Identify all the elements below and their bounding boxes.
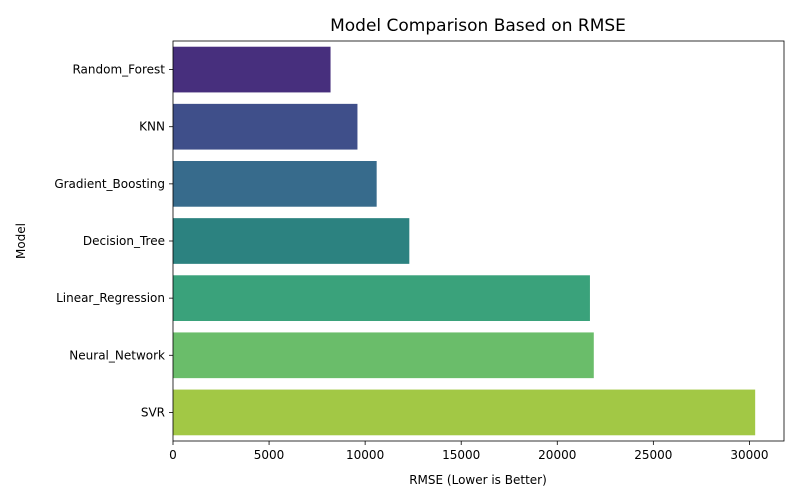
bar-gradient-boosting — [173, 161, 377, 207]
y-tick-label: Decision_Tree — [83, 234, 165, 248]
bar-knn — [173, 103, 358, 150]
y-axis-label: Model — [14, 223, 28, 259]
bars-group — [173, 46, 756, 436]
y-tick-label: Neural_Network — [69, 348, 165, 362]
x-tick-label: 15000 — [442, 448, 480, 462]
bar-linear-regression — [173, 275, 590, 321]
plot-frame — [172, 40, 785, 442]
x-tick-label: 30000 — [730, 448, 768, 462]
x-tick-label: 20000 — [538, 448, 576, 462]
y-tick-label: Linear_Regression — [56, 291, 165, 305]
x-tick-label: 25000 — [634, 448, 672, 462]
y-tick-label: SVR — [141, 405, 165, 419]
x-tick-label: 10000 — [346, 448, 384, 462]
bar-random-forest — [173, 46, 331, 93]
bar-neural-network — [173, 332, 594, 379]
y-tick-label: Random_Forest — [72, 63, 165, 77]
bar-svr — [173, 389, 756, 436]
y-tick-label: Gradient_Boosting — [54, 177, 165, 191]
x-tick-label: 0 — [169, 448, 177, 462]
y-axis-ticks: Random_Forest KNN Gradient_Boosting Decisio… — [54, 63, 173, 419]
chart-title: Model Comparison Based on RMSE — [330, 16, 626, 36]
x-axis-label: RMSE (Lower is Better) — [409, 473, 547, 487]
x-tick-label: 5000 — [254, 448, 285, 462]
x-axis-ticks: 0 5000 10000 15000 20000 25000 30000 — [169, 441, 769, 462]
y-tick-label: KNN — [139, 120, 165, 134]
bar-decision-tree — [173, 218, 410, 264]
